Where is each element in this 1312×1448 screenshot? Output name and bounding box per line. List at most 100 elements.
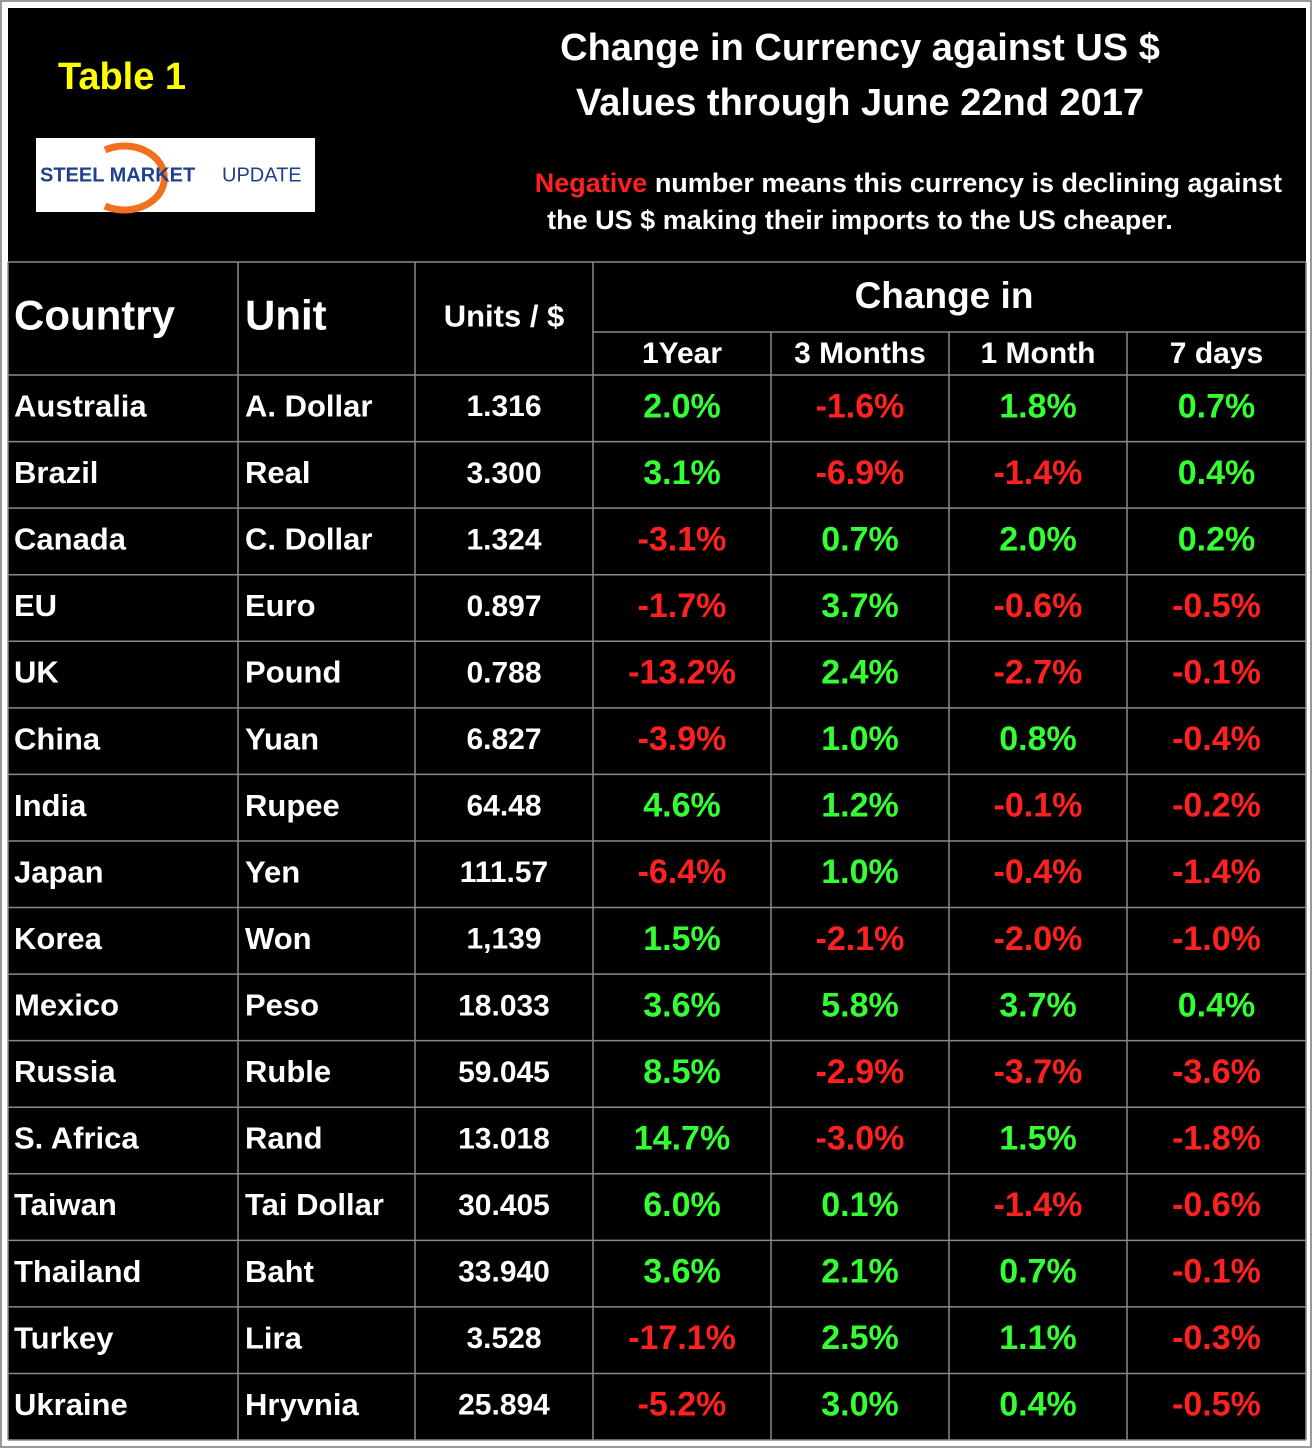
change-value: 1.1%: [999, 1319, 1077, 1357]
logo: STEEL MARKET UPDATE: [36, 138, 315, 214]
change-value: -1.6%: [816, 387, 905, 425]
units-per-dollar: 111.57: [460, 856, 548, 889]
unit: Rupee: [245, 788, 340, 823]
logo-accent: UPDATE: [222, 164, 302, 186]
change-value: 0.4%: [1178, 986, 1256, 1024]
note-line: Negative number means this currency is d…: [535, 168, 1282, 198]
change-value: 3.6%: [643, 986, 721, 1024]
country: Brazil: [14, 455, 98, 490]
unit: Lira: [245, 1320, 303, 1355]
change-value: 1.2%: [821, 787, 899, 825]
country: Japan: [14, 854, 104, 889]
unit: Yen: [245, 854, 300, 889]
unit: Euro: [245, 588, 316, 623]
change-value: -5.2%: [638, 1386, 727, 1424]
change-value: -6.9%: [816, 454, 905, 492]
change-value: 0.1%: [821, 1186, 899, 1224]
column-header: Unit: [245, 292, 327, 339]
unit: A. Dollar: [245, 388, 372, 423]
logo-box: [36, 138, 315, 212]
panel: [8, 8, 1306, 1440]
country: Russia: [14, 1054, 116, 1089]
unit: Real: [245, 455, 310, 490]
change-value: -1.4%: [1172, 853, 1261, 891]
unit: Rand: [245, 1121, 323, 1156]
change-value: -1.4%: [994, 1186, 1083, 1224]
change-value: -0.3%: [1172, 1319, 1261, 1357]
change-value: -0.1%: [1172, 654, 1261, 692]
column-header: Units / $: [444, 299, 565, 334]
note-highlight: Negative: [535, 168, 648, 198]
country: Korea: [14, 921, 103, 956]
unit: C. Dollar: [245, 522, 372, 557]
country: Thailand: [14, 1254, 141, 1289]
change-value: -2.0%: [994, 920, 1083, 958]
change-value: -0.6%: [994, 587, 1083, 625]
units-per-dollar: 0.788: [466, 656, 541, 689]
change-value: 5.8%: [821, 986, 899, 1024]
change-value: 4.6%: [643, 787, 721, 825]
change-value: -3.9%: [638, 720, 727, 758]
change-value: -1.0%: [1172, 920, 1261, 958]
group-header: Change in: [855, 275, 1034, 316]
change-value: -0.5%: [1172, 587, 1261, 625]
change-value: 0.7%: [1178, 387, 1256, 425]
change-value: -2.9%: [816, 1053, 905, 1091]
change-value: -6.4%: [638, 853, 727, 891]
change-value: -2.1%: [816, 920, 905, 958]
country: S. Africa: [14, 1121, 139, 1156]
table-label: Table 1: [58, 56, 186, 98]
subcolumn-header: 7 days: [1170, 337, 1263, 370]
country: Ukraine: [14, 1387, 128, 1422]
logo-main: STEEL MARKET: [40, 164, 195, 186]
change-value: -3.7%: [994, 1053, 1083, 1091]
units-per-dollar: 30.405: [458, 1189, 550, 1222]
change-value: -1.4%: [994, 454, 1083, 492]
change-value: -0.2%: [1172, 787, 1261, 825]
change-value: 1.0%: [821, 853, 899, 891]
change-value: -3.6%: [1172, 1053, 1261, 1091]
unit: Pound: [245, 655, 341, 690]
title-line: Change in Currency against US $: [560, 27, 1160, 69]
unit: Won: [245, 921, 312, 956]
change-value: -1.8%: [1172, 1119, 1261, 1157]
change-value: 0.7%: [821, 520, 899, 558]
change-value: -13.2%: [628, 654, 736, 692]
change-value: -0.6%: [1172, 1186, 1261, 1224]
country: Turkey: [14, 1320, 114, 1355]
change-value: 14.7%: [634, 1119, 730, 1157]
unit: Ruble: [245, 1054, 331, 1089]
change-value: 2.4%: [821, 654, 899, 692]
change-value: -0.1%: [1172, 1253, 1261, 1291]
change-value: 2.1%: [821, 1253, 899, 1291]
column-header: Country: [14, 292, 176, 339]
change-value: 0.4%: [1178, 454, 1256, 492]
subcolumn-header: 1 Month: [981, 337, 1096, 370]
change-value: -17.1%: [628, 1319, 736, 1357]
change-value: 3.7%: [999, 986, 1077, 1024]
units-per-dollar: 3.528: [466, 1322, 541, 1355]
units-per-dollar: 1,139: [466, 923, 541, 956]
change-value: 8.5%: [643, 1053, 721, 1091]
country: UK: [14, 655, 59, 690]
change-value: 3.1%: [643, 454, 721, 492]
change-value: -3.0%: [816, 1119, 905, 1157]
units-per-dollar: 18.033: [458, 989, 550, 1022]
change-value: -2.7%: [994, 654, 1083, 692]
country: Canada: [14, 522, 127, 557]
units-per-dollar: 6.827: [466, 723, 541, 756]
unit: Tai Dollar: [245, 1187, 384, 1222]
units-per-dollar: 1.316: [466, 390, 541, 423]
change-value: 0.2%: [1178, 520, 1256, 558]
change-value: 0.8%: [999, 720, 1077, 758]
subcolumn-header: 1Year: [642, 337, 722, 370]
country: India: [14, 788, 87, 823]
change-value: -0.5%: [1172, 1386, 1261, 1424]
change-value: 2.0%: [643, 387, 721, 425]
change-value: -1.7%: [638, 587, 727, 625]
units-per-dollar: 64.48: [466, 790, 541, 823]
change-value: 3.7%: [821, 587, 899, 625]
country: Mexico: [14, 988, 119, 1023]
unit: Hryvnia: [245, 1387, 359, 1422]
change-value: 1.5%: [643, 920, 721, 958]
